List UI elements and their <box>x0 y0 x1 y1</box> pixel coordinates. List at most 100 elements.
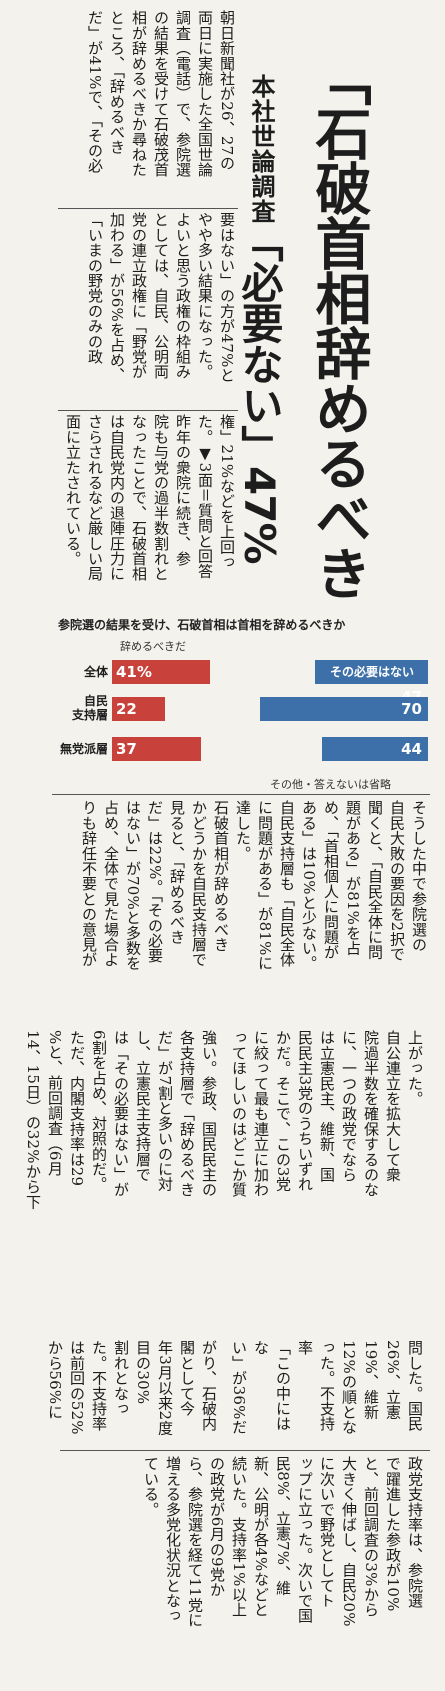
body-line: 大きく伸ばし、自民20% <box>340 1456 358 1627</box>
column-divider <box>58 410 238 411</box>
body-line: 院過半数を確保するのな <box>362 1030 380 1198</box>
lead-line: だ」が41%で、「その必 <box>86 10 104 174</box>
body-line: 自公連立を拡大して衆 <box>384 1030 402 1182</box>
body-line: 割れとなった。不支持率 <box>90 1340 130 1432</box>
body-line: ただ、内閣支持率は29 <box>68 1030 86 1187</box>
lead-line: 加わる」が56%を占め、 <box>108 212 126 383</box>
body-line: りも辞任不要との意見が <box>80 800 98 968</box>
bar-not-needed-label: その必要はない <box>329 665 414 679</box>
bar-not-needed: 70 <box>260 697 428 721</box>
body-line: 増える多党化状況となっ <box>164 1456 182 1624</box>
lead-line: としては、自民、公明両 <box>152 212 170 380</box>
lead-line: 要はない」の方が47%と <box>218 212 236 383</box>
chart-title: 参院選の結果を受け、石破首相は首相を辞めるべきか <box>58 618 346 632</box>
body-line: 各支持層で「辞めるべき <box>178 1030 196 1198</box>
column-divider <box>58 208 238 209</box>
body-line: 6割を占め、対照的だ。 <box>90 1030 108 1192</box>
body-line: は立憲民主、維新、国 <box>318 1030 336 1182</box>
body-line: の政党が6月の9党か <box>208 1456 226 1598</box>
body-line: そうした中で参院選の <box>410 800 428 952</box>
bar-not-needed-value: 70 <box>401 700 422 718</box>
chart-row-label: 無党派層 <box>59 742 108 756</box>
body-line: 民民主3党のうちいずれ <box>296 1030 314 1192</box>
body-line: %と、前回調査（6月 <box>46 1030 64 1176</box>
body-line: 達した。 <box>234 800 252 861</box>
body-line: ある」は10%と少ない。 <box>300 800 318 971</box>
body-line: は「その必要はない」が <box>112 1030 130 1198</box>
bar-not-needed-value: 44 <box>401 740 422 758</box>
lead-line: 権」21%などを上回っ <box>218 414 236 570</box>
body-line: に次いで野党としてト <box>318 1456 336 1608</box>
body-line: 自民支持層も「自民全体 <box>278 800 296 968</box>
lead-line: 面に立たされている。 <box>64 414 82 566</box>
chart-caption-left: 辞めるべきだ <box>120 640 186 653</box>
lead-line: やや多い結果になった。 <box>196 212 214 380</box>
body-line: は前回の52%から56%に <box>46 1340 86 1435</box>
lead-line: よいと思う政権の枠組み <box>174 212 192 380</box>
body-line: がり、石破内閣として今 <box>178 1340 218 1432</box>
body-line: ップに立った。次いで国 <box>296 1456 314 1624</box>
body-line: 強い。参政、国民民主の <box>200 1030 218 1198</box>
body-line: め、「首相個人に問題が <box>322 800 340 960</box>
lead-line: 調査（電話）で、参院選 <box>174 10 192 178</box>
body-line: 政党支持率は、参院選 <box>406 1456 424 1608</box>
lead-line: なったことで、石破首相 <box>130 414 148 582</box>
lead-line: た。▼3面＝質問と回答 <box>196 414 214 579</box>
body-line: った。不支持率 <box>296 1340 336 1432</box>
section3-tail-block: 問した。国民26%、立憲 19%、維新12%の順とな った。不支持率 「この中に… <box>226 1340 426 1440</box>
body-line: 年3月以来2度目の30% <box>134 1340 174 1436</box>
lead-line: 党の連立政権に「野党が <box>130 212 148 380</box>
lead-line: の結果を受けて石破茂首 <box>152 10 170 178</box>
body-line: に、一つの政党でなら <box>340 1030 358 1182</box>
chart-row-label: 自民 支持層 <box>71 694 108 722</box>
bar-not-needed: その必要はない47 <box>315 660 428 706</box>
bar-resign-value: 22 <box>116 700 137 718</box>
main-headline: 「石破首相辞めるべきだ」41% <box>306 50 371 600</box>
lead-top-block: 朝日新聞社が26、27の 両日に実施した全国世論 調査（電話）で、参院選 の結果… <box>62 10 238 206</box>
body-line: かどうかを自民支持層で <box>190 800 208 968</box>
body-line: 続いた。支持率1%以上 <box>230 1456 248 1617</box>
section3b-tail-block: がり、石破内閣として今 年3月以来2度目の30% 割れとなった。不支持率 は前回… <box>20 1340 220 1440</box>
body-line: い」が36%だった。 <box>230 1340 248 1435</box>
body-line: かだ。そこで、この3党 <box>274 1030 292 1192</box>
lead-line: さらされるなど厳しい局 <box>86 414 104 582</box>
body-line: 14、15日）の32%から下 <box>24 1030 42 1210</box>
body-line: 問した。国民26%、立憲 <box>384 1340 424 1432</box>
lead-line: 「いまの野党のみの政 <box>86 212 104 364</box>
body-line: に絞って最も連立に加わ <box>252 1030 270 1198</box>
lead-bottom-block: 権」21%などを上回っ た。▼3面＝質問と回答 昨年の衆院に続き、参 院も与党の… <box>18 414 238 610</box>
section3-block: 上がった。 自公連立を拡大して衆 院過半数を確保するのな に、一つの政党でなら … <box>226 1030 426 1330</box>
body-line: と、前回調査の3%から <box>362 1456 380 1617</box>
lead-line: は自民党内の退陣圧力に <box>108 414 126 582</box>
body-line: に問題がある」が81%に <box>256 800 274 971</box>
bar-resign-value: 41% <box>116 663 152 681</box>
body-line: で躍進した参政が10% <box>384 1456 402 1612</box>
body-line: ている。 <box>142 1456 160 1517</box>
section-divider <box>60 1450 430 1451</box>
body-line: 見ると、「辞めるべき <box>168 800 186 945</box>
lead-line: 昨年の衆院に続き、参 <box>174 414 192 566</box>
body-line: 新、公明が各4%などと <box>252 1456 270 1617</box>
bar-not-needed: 44 <box>322 737 428 761</box>
section3-continued-block: 強い。参政、国民民主の 各支持層で「辞めるべき だ」が7割と多いのに対 し、立憲… <box>20 1030 220 1330</box>
body-line: だ」は22%。「その必要 <box>146 800 164 964</box>
body-line: し、立憲民主支持層で <box>134 1030 152 1182</box>
lead-line: ところ、「辞めるべき <box>108 10 126 155</box>
body-line: 民8%、立憲7%、維 <box>274 1456 292 1596</box>
section-divider <box>52 794 430 795</box>
body-line: 19%、維新12%の順とな <box>340 1340 380 1435</box>
lead-line: 相が辞めるべきか尋ねた <box>130 10 148 178</box>
bar-resign-value: 37 <box>116 740 137 758</box>
section2-block: そうした中で参院選の 自民大敗の要因を2択で 聞くと、「自民全体に問 題がある」… <box>60 800 430 1018</box>
bar-resign: 41% <box>112 660 210 684</box>
body-line: ってほしいのはどこか質 <box>230 1030 248 1198</box>
bar-resign: 37 <box>112 737 201 761</box>
body-line: 石破首相が辞めるべき <box>212 800 230 952</box>
body-line: 上がった。 <box>406 1030 424 1106</box>
body-line: だ」が7割と多いのに対 <box>156 1030 174 1192</box>
kicker-label: 本社世論調査 <box>247 74 275 224</box>
section4-block: 政党支持率は、参院選 で躍進した参政が10% と、前回調査の3%から 大きく伸ば… <box>100 1456 426 1686</box>
body-line: ら、参院選を経て11党に <box>186 1456 204 1628</box>
chart-row-label: 全体 <box>83 665 108 679</box>
